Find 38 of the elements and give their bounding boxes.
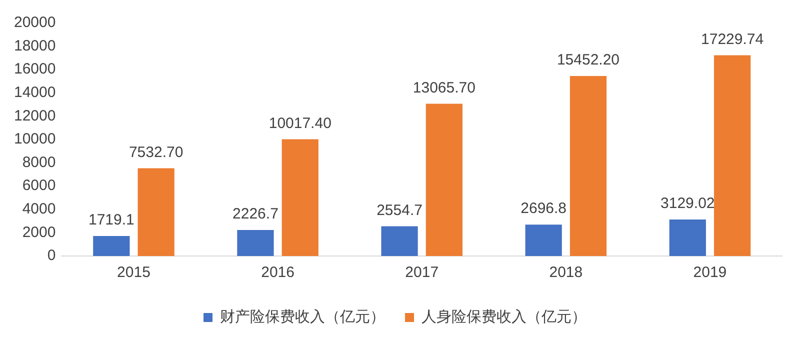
y-tick-label: 14000: [14, 84, 56, 102]
x-tick-label: 2018: [549, 264, 583, 282]
legend-label: 人身险保费收入（亿元）: [422, 308, 586, 326]
bar: [138, 168, 174, 256]
y-tick-label: 18000: [14, 37, 56, 54]
y-tick-label: 0: [47, 247, 56, 264]
data-label: 10017.40: [268, 114, 332, 132]
data-label: 3129.02: [660, 195, 715, 212]
x-tick-label: 2015: [117, 264, 150, 282]
data-label: 1719.1: [88, 212, 134, 229]
data-label: 13065.70: [412, 79, 476, 96]
bar: [426, 104, 462, 256]
y-tick-label: 6000: [22, 177, 56, 194]
bar: [714, 55, 751, 256]
data-label: 2554.7: [376, 202, 422, 219]
y-tick-label: 10000: [14, 130, 56, 148]
bar: [525, 224, 562, 256]
data-label: 15452.20: [556, 52, 620, 69]
legend-label: 财产险保费收入（亿元）: [220, 308, 385, 326]
bar: [570, 76, 607, 256]
bar: [282, 139, 318, 256]
x-tick-label: 2017: [405, 264, 439, 282]
data-label: 7532.70: [128, 144, 184, 161]
bar: [237, 230, 274, 256]
data-label: 2696.8: [520, 200, 567, 218]
data-label: 2226.7: [232, 206, 278, 223]
y-tick-label: 12000: [14, 107, 56, 124]
y-tick-label: 20000: [14, 14, 56, 32]
bar: [93, 236, 130, 256]
bar: [669, 220, 706, 256]
y-tick-label: 16000: [14, 60, 56, 78]
data-label: 17229.74: [701, 30, 764, 48]
y-tick-label: 8000: [22, 154, 56, 171]
bar: [381, 226, 418, 256]
y-tick-label: 4000: [22, 200, 56, 218]
x-tick-label: 2019: [693, 264, 727, 282]
y-tick-label: 2000: [22, 224, 56, 241]
x-tick-label: 2016: [261, 264, 294, 282]
